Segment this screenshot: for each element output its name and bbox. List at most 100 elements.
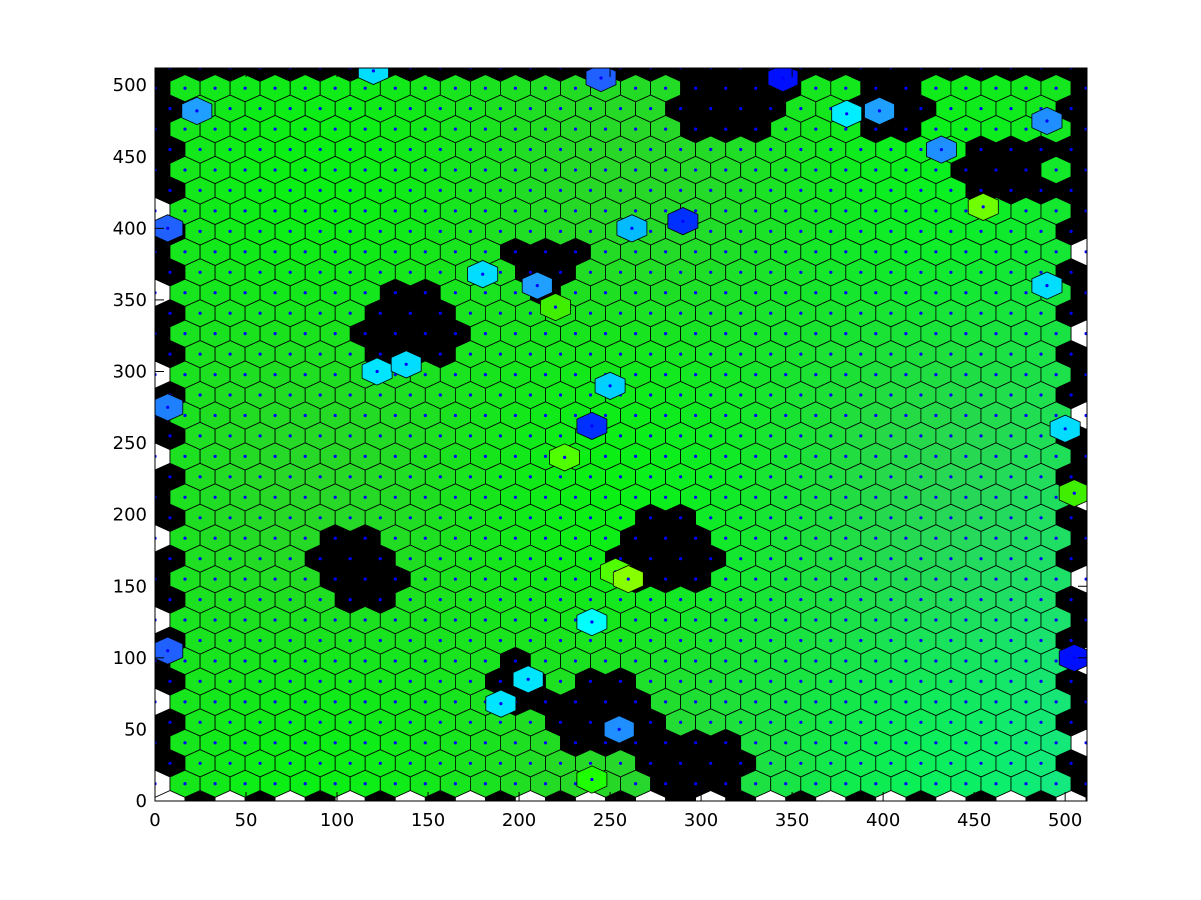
site-point	[213, 209, 217, 213]
site-point	[1069, 270, 1073, 274]
voronoi-cell	[1101, 197, 1131, 224]
site-point	[799, 352, 803, 356]
site-point	[573, 782, 578, 786]
y-tick-label: 350	[113, 290, 147, 311]
site-point	[513, 373, 518, 377]
site-point	[964, 209, 968, 213]
site-point	[498, 188, 502, 192]
site-point	[769, 557, 773, 561]
voronoi-cell	[1085, 264, 1087, 280]
site-point	[1024, 127, 1028, 131]
site-point	[273, 413, 277, 418]
site-point	[513, 659, 518, 663]
site-point	[1100, 148, 1103, 151]
voronoi-cell	[350, 34, 380, 61]
site-point	[558, 352, 563, 356]
site-point	[829, 516, 833, 520]
site-point	[1054, 618, 1058, 622]
site-point	[1054, 209, 1058, 213]
site-point	[784, 250, 788, 254]
voronoi-cell	[155, 183, 156, 198]
site-point	[573, 168, 578, 172]
site-point	[874, 413, 878, 418]
site-point	[934, 454, 938, 458]
site-point	[573, 536, 578, 540]
site-point	[303, 127, 307, 131]
site-point	[754, 454, 758, 458]
site-point	[333, 618, 337, 622]
site-point	[363, 291, 367, 295]
x-tick-label: 0	[149, 810, 160, 831]
site-point	[1115, 46, 1118, 49]
site-point	[1009, 352, 1013, 356]
site-point	[814, 413, 818, 418]
y-tick-label: 400	[113, 218, 147, 239]
site-point	[709, 434, 713, 438]
site-point	[1009, 475, 1013, 479]
site-point	[348, 229, 352, 233]
site-point	[889, 557, 893, 561]
site-point	[709, 475, 713, 479]
site-point	[859, 803, 862, 806]
site-point	[724, 577, 728, 581]
site-point	[333, 741, 337, 745]
site-point	[198, 475, 202, 479]
site-point	[664, 454, 668, 458]
site-point	[333, 659, 337, 663]
site-point	[453, 495, 457, 499]
site-point	[348, 352, 352, 356]
site-point	[498, 270, 502, 274]
voronoi-cell	[1085, 469, 1087, 485]
site-point	[1009, 434, 1013, 438]
site-point	[634, 454, 638, 458]
site-point	[303, 577, 307, 581]
site-point	[1069, 679, 1073, 684]
site-point	[303, 332, 307, 336]
site-point	[634, 291, 638, 295]
site-point	[634, 46, 637, 49]
site-point	[258, 188, 262, 192]
site-point	[634, 823, 637, 826]
site-point	[634, 700, 638, 704]
site-point	[784, 168, 788, 172]
site-point	[1009, 557, 1013, 561]
voronoi-cell	[110, 525, 140, 552]
site-point	[288, 598, 292, 602]
site-point	[889, 679, 893, 684]
site-point	[243, 454, 247, 458]
site-point	[528, 393, 533, 397]
site-point	[934, 659, 938, 663]
site-point	[979, 720, 983, 724]
site-point	[528, 475, 533, 479]
voronoi-cell	[1085, 632, 1087, 649]
site-point	[1024, 250, 1028, 254]
site-point	[558, 188, 563, 192]
site-point	[378, 393, 382, 397]
site-point	[243, 168, 247, 172]
site-point	[318, 638, 322, 643]
site-point	[543, 127, 548, 131]
site-point	[588, 311, 593, 315]
voronoi-cell	[1101, 811, 1131, 838]
site-point	[1115, 578, 1118, 581]
site-point	[739, 434, 743, 438]
site-point	[123, 537, 126, 540]
site-point	[258, 434, 262, 438]
site-point	[754, 618, 758, 622]
site-point	[544, 46, 547, 49]
site-point	[739, 107, 743, 111]
site-point	[844, 291, 848, 295]
site-point	[603, 741, 608, 745]
site-point	[438, 311, 442, 315]
site-point	[348, 311, 352, 315]
site-point	[964, 741, 968, 745]
site-point	[844, 250, 848, 254]
site-point	[649, 229, 653, 233]
site-point	[243, 332, 247, 336]
site-point	[513, 332, 518, 336]
site-point	[498, 147, 502, 152]
site-point	[288, 270, 292, 274]
site-point	[829, 598, 833, 602]
site-point	[694, 86, 698, 90]
site-point	[784, 413, 788, 418]
